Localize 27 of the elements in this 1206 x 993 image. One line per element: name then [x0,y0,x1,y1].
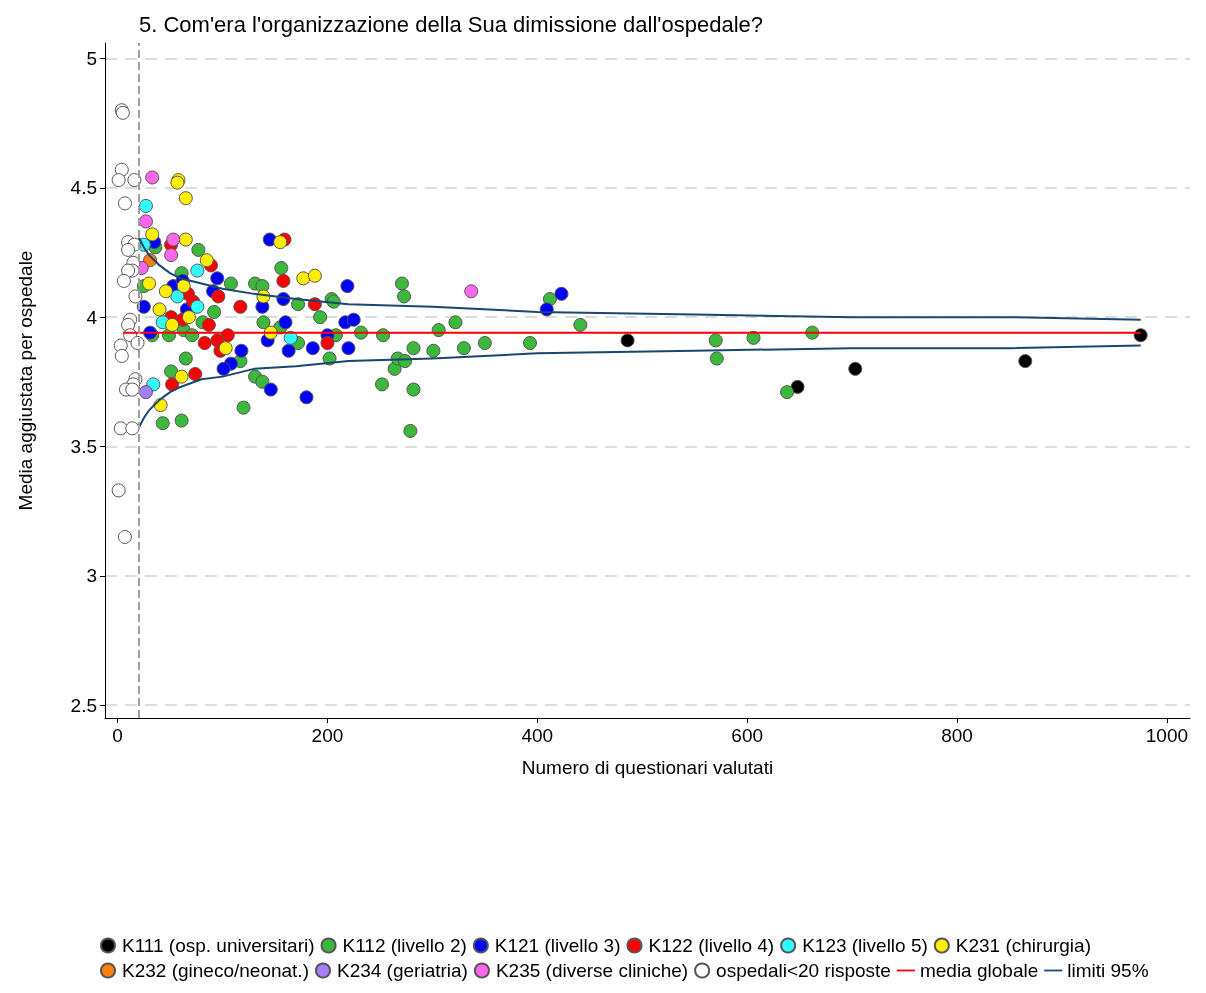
x-tick-label: 1000 [1145,725,1189,746]
chart-title: 5. Com'era l'organizzazione della Sua dimissione dall'ospedale? [139,11,764,37]
legend-label: K122 (livello 4) [648,935,775,956]
y-tick-label: 4 [86,306,98,328]
legend-label: K235 (diverse cliniche) [495,960,689,981]
x-tick-label: 200 [311,725,344,746]
y-tick-label: 2.5 [70,694,97,716]
y-tick-label: 3.5 [70,435,97,457]
legend-label: K123 (livello 5) [802,935,928,956]
x-axis-title: Numero di questionari valutati [521,757,774,778]
legend-label: K112 (livello 2) [342,935,467,956]
x-tick-label: 400 [521,725,554,746]
y-axis-title: Media aggiustata per ospedale [15,250,36,511]
y-tick-label: 4.5 [70,177,97,199]
legend-label: K231 (chirurgia) [955,935,1091,956]
x-tick-label: 600 [731,725,764,746]
legend-label: K234 (geriatria) [336,960,468,981]
legend-label: K232 (gineco/neonat.) [122,960,309,981]
legend-label: media globale [919,960,1039,981]
legend-label: ospedali<20 risposte [716,960,891,981]
legend-label: K121 (livello 3) [494,935,621,956]
x-tick-label: 0 [112,725,123,746]
legend-label: K111 (osp. universitari) [122,935,315,956]
legend-label: limiti 95% [1067,960,1149,981]
y-tick-label: 5 [86,48,97,70]
y-tick-label: 3 [86,565,97,587]
x-tick-label: 800 [941,725,973,746]
